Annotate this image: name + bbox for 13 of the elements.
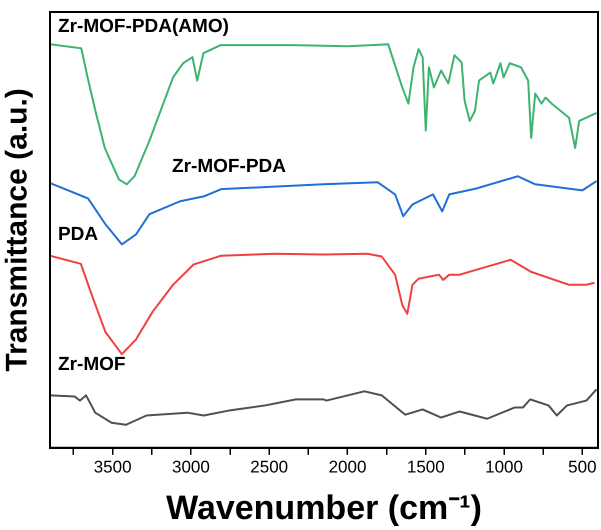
x-tick-label: 2000 (328, 458, 366, 477)
x-axis-title: Wavenumber (cm⁻¹) (166, 488, 482, 527)
series-label: Zr-MOF-PDA (172, 156, 286, 177)
series-label: PDA (58, 224, 98, 245)
series-label: Zr-MOF-PDA(AMO) (58, 16, 229, 37)
x-tick-label: 3500 (94, 458, 132, 477)
x-tick-label: 2500 (250, 458, 288, 477)
x-tick-label: 500 (568, 458, 597, 477)
y-axis-title: Transmittance (a.u.) (0, 88, 34, 372)
series-label: Zr-MOF (58, 354, 126, 375)
x-tick-label: 1500 (406, 458, 445, 477)
x-tick-label: 1000 (485, 458, 523, 477)
x-tick-label: 3000 (172, 458, 210, 477)
